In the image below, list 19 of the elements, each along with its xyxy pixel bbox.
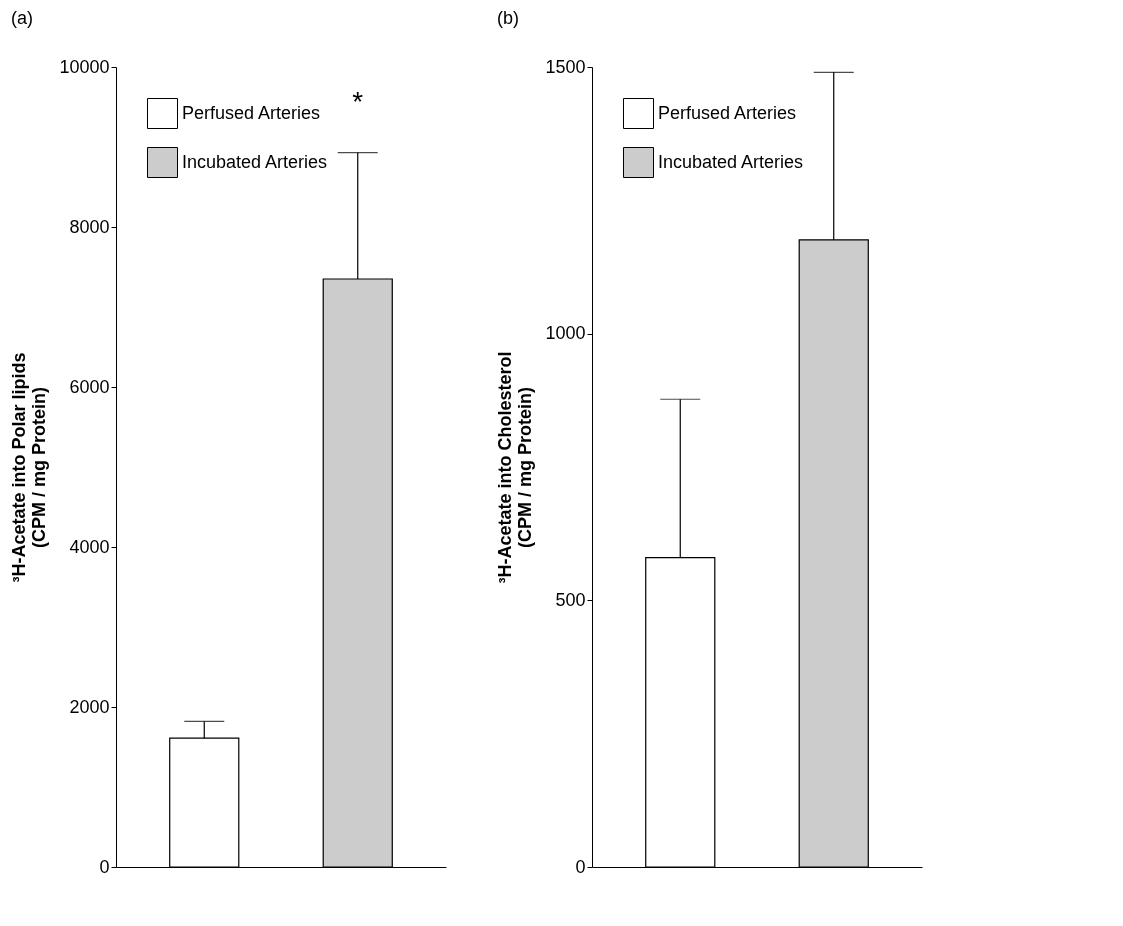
legend-label: Incubated Arteries [182,151,328,172]
legend-label: Perfused Arteries [658,102,797,123]
legend-label: Perfused Arteries [182,102,321,123]
y-tick-label: 6000 [69,376,110,397]
y-tick-label: 2000 [69,696,110,717]
y-tick-label: 0 [575,856,586,877]
annotation: * [352,85,364,117]
y-tick-label: 4000 [69,536,110,557]
y-axis-title: ³H-Acetate into Cholesterol (CPM / mg Protein) [495,351,536,584]
y-tick-label: 8000 [69,216,110,237]
legend-label: Incubated Arteries [658,151,804,172]
y-tick-label: 1500 [545,56,586,77]
y-tick-label: 1000 [545,323,586,344]
y-tick-label: 0 [99,856,110,877]
y-tick-label: 500 [555,589,586,610]
chart-title: (a) [10,8,33,28]
chart-title: (b) [496,8,519,28]
y-tick-label: 10000 [59,56,110,77]
y-axis-title: ³H-Acetate into Polar lipids (CPM / mg Protein) [9,352,50,583]
